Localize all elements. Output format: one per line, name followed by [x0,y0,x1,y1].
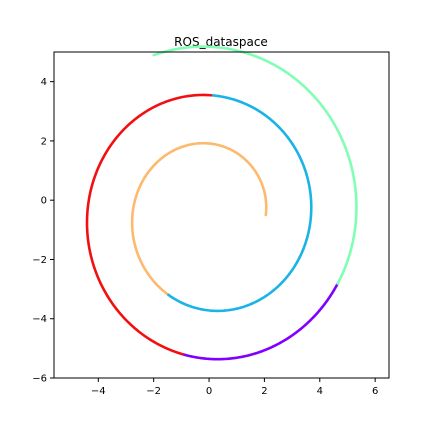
axes-frame [53,51,390,379]
x-tick-label: −2 [146,386,161,397]
x-tick-label: 6 [372,386,378,397]
y-tick-label: 0 [41,196,47,207]
spiral-segment-5 [152,45,358,285]
spiral-segment-1 [130,141,268,297]
y-tick-label: −4 [32,314,47,325]
y-axis: −6 −4 −2 0 2 4 [32,77,54,385]
x-tick-label: 2 [261,386,267,397]
x-tick-label: 0 [206,386,212,397]
spiral-segment-3 [85,93,213,357]
spiral-segment-4 [183,282,339,361]
x-tick-label: 4 [317,386,323,397]
y-tick-label: −2 [32,255,47,266]
y-tick-label: −6 [32,374,47,385]
x-tick-label: −4 [91,386,106,397]
y-tick-label: 2 [41,136,47,147]
spiral-segment-2 [167,93,313,313]
plot-area: −4 −2 0 2 4 6 −6 −4 −2 0 2 4 [32,45,390,397]
x-axis: −4 −2 0 2 4 6 [91,378,378,397]
spiral-series [85,45,358,361]
y-tick-label: 4 [41,77,47,88]
